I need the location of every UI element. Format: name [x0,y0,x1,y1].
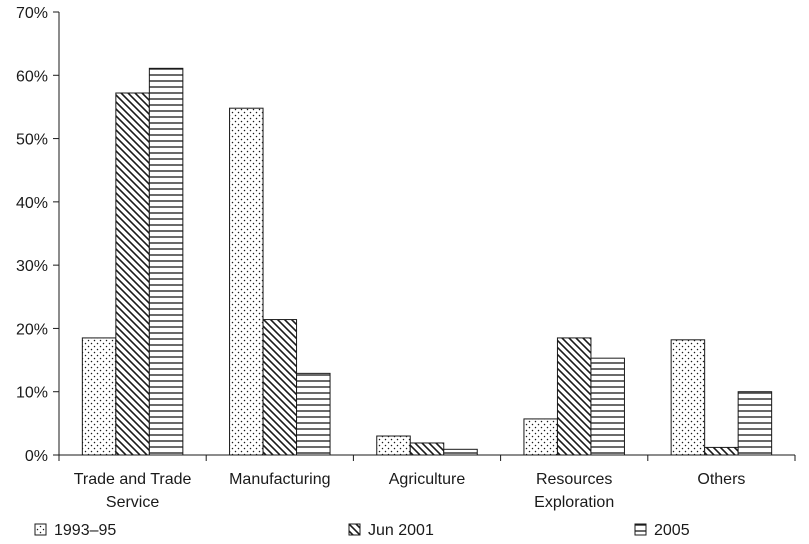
x-category-label: Others [697,471,745,488]
bar [409,442,445,456]
legend: 1993–95 Jun 2001 2005 [34,522,690,539]
y-axis: 0% 10% 20% 30% 40% 50% 60% 70% [16,5,60,465]
legend-swatch [34,523,47,536]
bar [296,372,331,456]
y-tick-label: 20% [16,321,48,338]
bar [81,337,117,456]
bar [443,448,478,456]
bar [590,357,625,456]
bar [704,446,739,456]
legend-label: 1993–95 [54,522,116,539]
x-category-label: Resources [536,471,612,488]
x-category-label: Trade and Trade [74,471,192,488]
y-tick-label: 30% [16,258,48,275]
x-category-label: Service [106,494,159,511]
bar [148,67,184,456]
legend-label: 2005 [654,522,690,539]
bar [523,418,558,456]
y-tick-label: 70% [16,5,48,22]
legend-label: Jun 2001 [368,522,434,539]
bar [670,339,706,456]
legend-swatch [348,523,361,536]
bar [262,319,298,456]
y-tick-label: 10% [16,385,48,402]
bar [376,435,411,456]
y-tick-label: 60% [16,68,48,85]
y-tick-label: 50% [16,132,48,149]
x-category-label: Exploration [534,494,614,511]
bars [81,67,773,456]
bar [556,337,592,456]
y-tick-label: 40% [16,195,48,212]
x-category-label: Agriculture [389,471,466,488]
x-category-label: Manufacturing [229,471,330,488]
y-tick-label: 0% [25,448,48,465]
x-axis: Trade and Trade Service Manufacturing Agric… [58,454,796,511]
bar [115,92,150,456]
bar [229,107,264,456]
bar [737,391,773,456]
legend-swatch [634,523,647,536]
